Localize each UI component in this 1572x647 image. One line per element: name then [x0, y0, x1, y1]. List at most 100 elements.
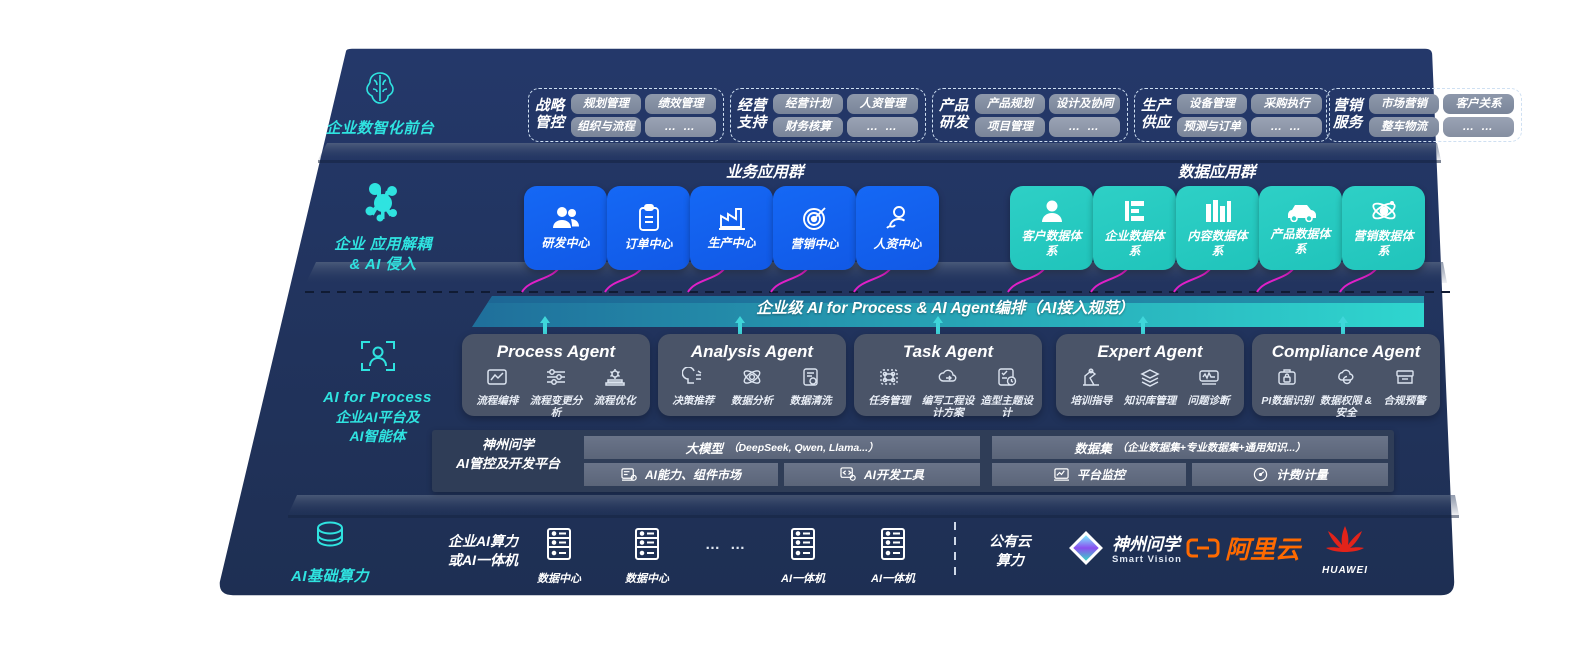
platform-name-l1: 神州问学: [481, 437, 534, 452]
vendor-alicloud-cn: 阿里云: [1225, 536, 1301, 564]
front-group-4: 营销 服务 市场营销 客户关系 整车物流 … …: [1326, 88, 1522, 142]
front-group-0-cell-0[interactable]: 规划管理: [570, 93, 642, 114]
front-group-2: 产品 研发 产品规划 设计及协同 项目管理 … …: [932, 88, 1128, 142]
data-card-marketing[interactable]: 营销数据体系: [1342, 186, 1425, 270]
app-card-hr[interactable]: 人资中心: [856, 186, 939, 270]
front-group-1-cell-2[interactable]: 财务核算: [772, 116, 844, 137]
front-group-3-cell-1[interactable]: 采购执行: [1251, 93, 1322, 114]
rail-aiprocess-label-3: AI智能体: [349, 428, 406, 445]
alicloud-logo: [1186, 537, 1220, 564]
infra-node-dc2[interactable]: 数据中心: [620, 527, 674, 586]
vendor-smartvision-en: Smart Vision: [1112, 553, 1182, 565]
front-group-3-cell-2[interactable]: 预测与订单: [1176, 116, 1248, 137]
agent-item-caption: 任务管理: [868, 395, 911, 407]
bulb-head-icon: [681, 366, 704, 392]
agent-item[interactable]: 数据权限 & 安全: [1317, 367, 1375, 419]
app-card-rd[interactable]: 研发中心: [524, 186, 607, 270]
front-group-0-cell-3[interactable]: … …: [645, 116, 716, 137]
front-group-4-cell-2[interactable]: 整车物流: [1368, 116, 1440, 137]
agent-card-expert[interactable]: Expert Agent 培训指导 知识库管理: [1056, 334, 1244, 416]
infra-left-text: 企业AI算力 或AI一体机: [413, 532, 553, 570]
agent-item[interactable]: 造型主题设计: [978, 367, 1036, 419]
front-group-1-cell-1[interactable]: 人资管理: [847, 93, 918, 114]
app-card-hr-label: 人资中心: [873, 237, 922, 252]
person-scan-icon: [295, 335, 460, 382]
vendor-alicloud[interactable]: 阿里云: [1186, 537, 1300, 564]
agent-item[interactable]: 流程编排: [468, 367, 526, 407]
agent-item[interactable]: 任务管理: [860, 367, 918, 407]
app-card-production[interactable]: 生产中心: [690, 186, 773, 270]
agent-item[interactable]: 数据分析: [723, 367, 781, 407]
front-group-1-cell-3[interactable]: … …: [847, 116, 918, 137]
agent-item[interactable]: 培训指导: [1062, 367, 1120, 407]
app-card-order[interactable]: 订单中心: [607, 186, 690, 270]
front-group-2-cell-2[interactable]: 项目管理: [974, 116, 1046, 137]
platform-monitor-bar[interactable]: 平台监控: [992, 463, 1186, 486]
agent-item-caption: 问题诊断: [1187, 395, 1230, 407]
business-apps-heading: 业务应用群: [726, 164, 804, 181]
gears-stack-icon: [604, 367, 626, 392]
agent-card-analysis[interactable]: Analysis Agent 决策推荐 数据分析: [658, 334, 846, 416]
front-group-3-cell-3[interactable]: … …: [1251, 116, 1322, 137]
infra-node-dc1-label: 数据中心: [537, 573, 581, 585]
vendor-smartvision[interactable]: 神州问学 Smart Vision: [1066, 528, 1182, 573]
server-icon: [788, 527, 818, 566]
front-group-1: 经营 支持 经营计划 人资管理 财务核算 … …: [730, 88, 926, 142]
app-card-rd-label: 研发中心: [541, 236, 590, 251]
agent-card-task[interactable]: Task Agent 任务管理: [854, 334, 1042, 419]
agent-item[interactable]: 流程变更分析: [527, 367, 585, 419]
agent-item[interactable]: 流程优化: [586, 367, 644, 407]
data-card-product[interactable]: 产品数据体系: [1259, 186, 1342, 270]
front-group-4-cell-3[interactable]: … …: [1443, 116, 1514, 137]
agent-card-compliance[interactable]: Compliance Agent PI数据识别 数据: [1252, 334, 1440, 419]
agent-item-caption: 培训指导: [1070, 395, 1113, 407]
front-group-4-cell-1[interactable]: 客户关系: [1443, 93, 1514, 114]
front-group-3-cell-0[interactable]: 设备管理: [1176, 93, 1248, 114]
front-group-4-cell-0[interactable]: 市场营销: [1368, 93, 1440, 114]
data-card-content-label: 内容数据体系: [1187, 229, 1248, 258]
agent-item[interactable]: 决策推荐: [664, 366, 722, 407]
vendor-huawei[interactable]: HUAWEI: [1313, 524, 1377, 576]
server-icon: [632, 527, 662, 566]
agent-item-caption: 知识库管理: [1123, 395, 1177, 407]
infra-cloud-text-l2: 算力: [996, 551, 1024, 568]
front-group-0-cell-2[interactable]: 组织与流程: [570, 116, 642, 137]
infra-node-dc1[interactable]: 数据中心: [532, 527, 586, 586]
platform-ai-market-bar[interactable]: AI能力、组件市场: [584, 463, 778, 486]
agent-item[interactable]: 数据清洗: [782, 367, 840, 407]
front-group-2-cell-3[interactable]: … …: [1049, 116, 1120, 137]
data-card-enterprise[interactable]: 企业数据体系: [1093, 186, 1176, 270]
platform-llm-sub: （DeepSeek, Qwen, Llama...）: [727, 442, 879, 454]
rail-label-decouple: 企业 应用解耦 & AI 侵入: [308, 180, 458, 276]
data-card-enterprise-label: 企业数据体系: [1104, 229, 1165, 258]
infra-node-ai2[interactable]: AI一体机: [862, 527, 924, 586]
data-card-content[interactable]: 内容数据体系: [1176, 186, 1259, 270]
agent-card-process[interactable]: Process Agent 流程编排 流程变更分析: [462, 334, 650, 419]
data-card-customer[interactable]: 客户数据体系: [1010, 186, 1093, 270]
front-group-2-cell-1[interactable]: 设计及协同: [1049, 93, 1120, 114]
agent-item[interactable]: 知识库管理: [1121, 367, 1179, 407]
platform-dataset-bar[interactable]: 数据集 （企业数据集+专业数据集+通用知识...）: [992, 436, 1388, 459]
agent-item[interactable]: 编写工程设计方案: [919, 367, 977, 419]
front-group-0-cell-1[interactable]: 绩效管理: [645, 93, 716, 114]
molecule-icon: [308, 180, 458, 229]
infra-node-ai1[interactable]: AI一体机: [772, 527, 834, 586]
doc-gear-icon: [800, 367, 822, 392]
platform-llm-bar[interactable]: 大模型 （DeepSeek, Qwen, Llama...）: [584, 436, 980, 459]
app-card-marketing[interactable]: 营销中心: [773, 186, 856, 270]
agent-item-caption: 数据分析: [730, 395, 773, 407]
clipboard-icon: [636, 204, 662, 232]
platform-billing-bar[interactable]: 计费/计量: [1192, 463, 1388, 486]
agent-item-caption: 流程变更分析: [529, 395, 583, 420]
front-group-2-cell-0[interactable]: 产品规划: [974, 93, 1046, 114]
rail-aiprocess-label-1: AI for Process: [323, 389, 432, 406]
infra-left-text-l1: 企业AI算力: [448, 533, 518, 549]
front-group-1-cell-0[interactable]: 经营计划: [772, 93, 844, 114]
agent-item[interactable]: PI数据识别: [1258, 367, 1316, 407]
platform-dev-tool-label: AI开发工具: [863, 468, 924, 482]
data-apps-heading: 数据应用群: [1178, 164, 1256, 181]
agent-item[interactable]: 问题诊断: [1180, 367, 1238, 407]
platform-dev-tool-bar[interactable]: AI开发工具: [784, 463, 980, 486]
agent-item[interactable]: 合规预警: [1376, 367, 1434, 407]
